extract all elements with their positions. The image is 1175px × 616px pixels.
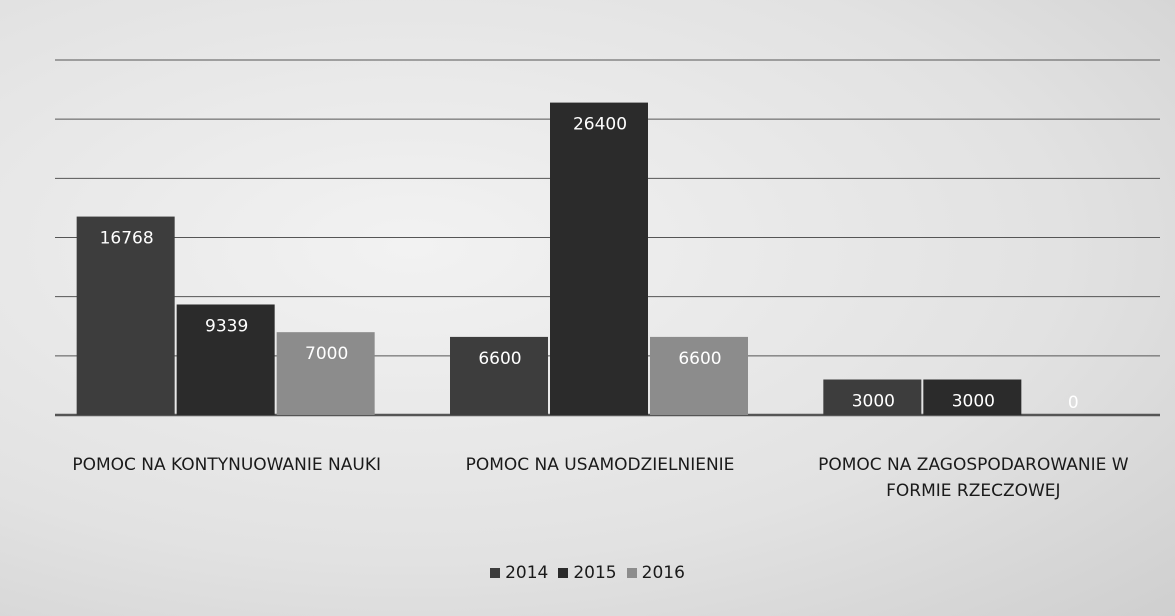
- data-label: 9339: [205, 316, 248, 336]
- x-tick-label: POMOC NA KONTYNUOWANIE NAUKI: [72, 455, 381, 475]
- legend-item: 2016: [626, 563, 685, 583]
- legend-label: 2016: [641, 563, 685, 583]
- data-label: 6600: [678, 349, 721, 369]
- legend-item: 2014: [490, 563, 548, 583]
- legend-swatch: [558, 568, 569, 578]
- x-tick-label: POMOC NA ZAGOSPODAROWANIE W FORMIE RZECZ…: [818, 455, 1129, 501]
- bar: [550, 102, 648, 415]
- data-label: 6600: [478, 349, 521, 369]
- bar: [823, 379, 922, 415]
- data-label: 3000: [852, 392, 895, 412]
- bar: [276, 332, 375, 415]
- bar: [176, 304, 275, 415]
- legend-swatch: [626, 568, 637, 578]
- bar: [923, 379, 1022, 415]
- data-label: 0: [1068, 393, 1079, 413]
- data-label: 7000: [305, 344, 348, 364]
- legend-label: 2015: [573, 563, 617, 583]
- x-tick-label: POMOC NA USAMODZIELNIENIE: [465, 455, 735, 475]
- bar: [450, 336, 548, 415]
- legend-label: 2014: [505, 563, 549, 583]
- data-label: 3000: [952, 392, 995, 412]
- bar: [76, 216, 175, 415]
- legend-item: 2015: [558, 563, 617, 583]
- data-label: 16768: [100, 229, 154, 249]
- legend: 2014 2015 2016: [0, 563, 1175, 583]
- data-label: 26400: [573, 115, 627, 135]
- legend-swatch: [490, 568, 501, 578]
- bar: [650, 336, 748, 415]
